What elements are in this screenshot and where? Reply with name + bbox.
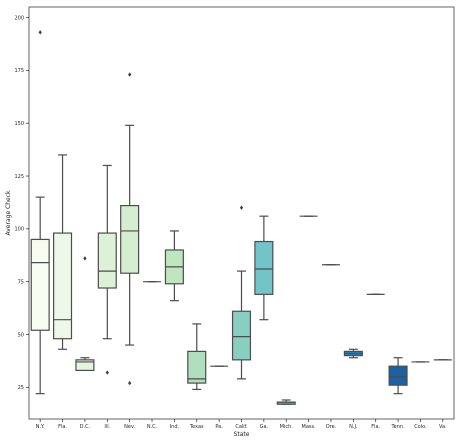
x-tick-label: N.J.: [349, 424, 358, 430]
x-tick-label: Mass.: [302, 424, 317, 430]
box-iqr: [187, 350, 207, 384]
x-tick-label: Ga.: [260, 424, 269, 430]
x-tick-label: Ill.: [104, 424, 110, 430]
y-tick-label: 150: [14, 121, 24, 127]
box-16: [388, 357, 408, 395]
x-tick-label: Pa.: [215, 424, 223, 430]
box-0: [30, 30, 50, 395]
y-tick-label: 200: [14, 15, 24, 21]
outlier-point: [128, 72, 132, 77]
y-tick-label: 50: [18, 332, 24, 338]
outlier-point: [83, 256, 87, 261]
box-iqr: [75, 359, 95, 372]
x-tick-label: Fla.: [58, 424, 67, 430]
x-tick-label: N.Y.: [36, 424, 45, 430]
x-tick-label: N.C.: [147, 424, 158, 430]
x-axis-label: State: [234, 431, 250, 438]
x-tick-label: Texas: [189, 424, 204, 430]
x-tick-label: Tenn.: [390, 424, 405, 430]
x-tick-label: Fla.: [371, 424, 380, 430]
box-iqr: [388, 365, 408, 386]
box-iqr: [254, 240, 274, 295]
x-tick-label: Va.: [439, 424, 447, 430]
x-tick-label: D.C.: [80, 424, 91, 430]
box-iqr: [97, 232, 117, 289]
box-iqr: [53, 232, 73, 340]
y-tick-label: 125: [14, 174, 24, 180]
box-1: [53, 154, 73, 350]
box-7: [187, 323, 207, 391]
box-6: [164, 230, 184, 302]
box-3: [97, 164, 117, 375]
y-axis: 25 50 75 100 125 150 175 200: [14, 15, 29, 391]
box-iqr: [120, 205, 140, 274]
box-11: [276, 399, 296, 405]
box-9: [231, 205, 252, 380]
x-tick-label: Ore.: [326, 424, 337, 430]
x-tick-label: Mich.: [280, 424, 294, 430]
box-14: [343, 348, 363, 359]
x-tick-label: Ind.: [170, 424, 180, 430]
x-tick-label: Calif.: [235, 424, 248, 430]
y-tick-label: 100: [14, 227, 24, 233]
outlier-point: [128, 380, 132, 386]
box-iqr: [30, 238, 50, 331]
y-tick-label: 75: [18, 279, 24, 285]
y-tick-label: 175: [14, 68, 24, 74]
x-axis: N.Y. Fla. D.C. Ill. Nev. N.C. Ind. Texas Pa. Cali…: [36, 419, 447, 430]
y-tick-label: 25: [18, 385, 24, 391]
outlier-point: [239, 205, 244, 210]
box-4: [120, 72, 140, 386]
x-tick-label: Nev.: [124, 424, 135, 430]
box-iqr: [231, 310, 252, 361]
x-tick-label: Colo.: [414, 424, 427, 430]
boxes-layer: [30, 30, 452, 405]
outlier-point: [105, 370, 109, 375]
box-2: [75, 256, 95, 372]
outlier-point: [38, 30, 42, 35]
y-axis-label: Average Check: [5, 190, 12, 236]
box-10: [254, 215, 274, 321]
